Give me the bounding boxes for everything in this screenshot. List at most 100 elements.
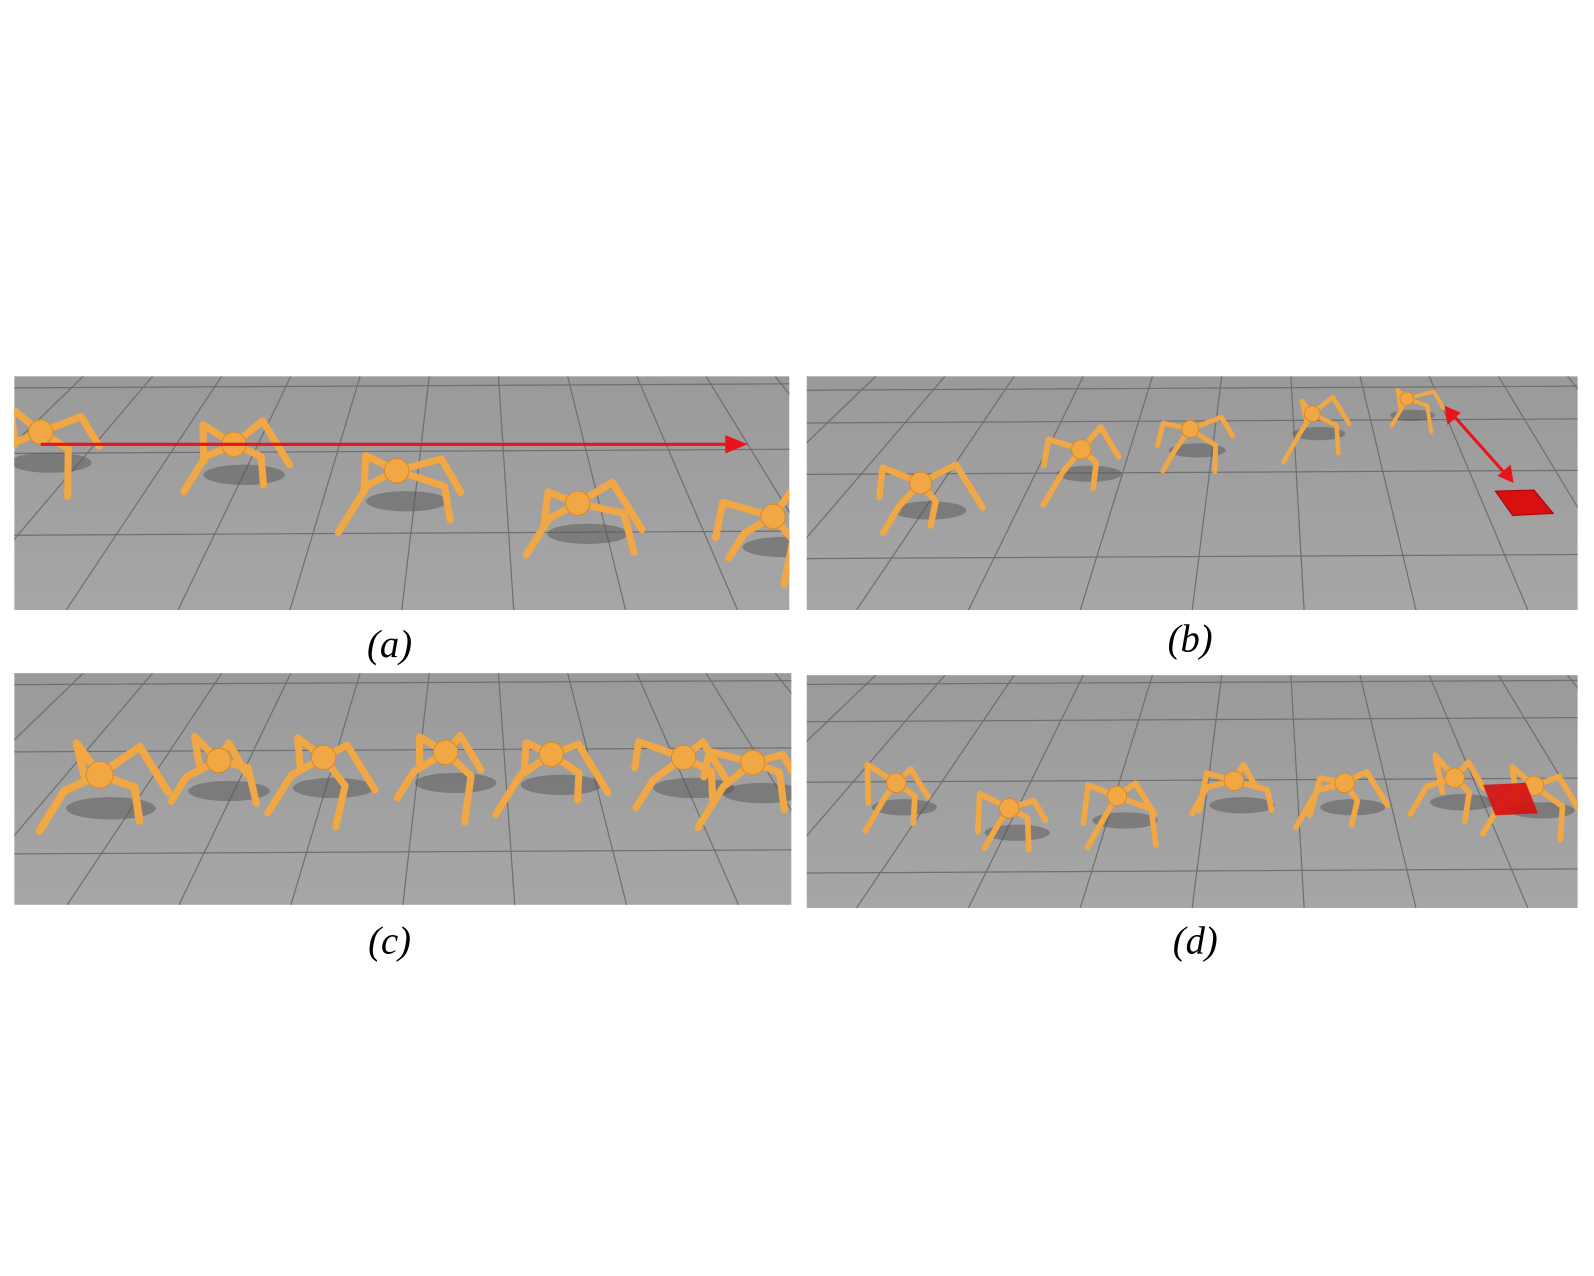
floor-grid	[806, 675, 877, 743]
shadow	[1168, 443, 1226, 458]
ant-body	[998, 798, 1020, 819]
ant-body	[432, 739, 459, 766]
ant-leg	[37, 413, 103, 450]
floor-grid	[856, 376, 1015, 611]
floor-grid	[1497, 376, 1578, 509]
ant-body	[27, 419, 54, 445]
floor-grid	[1428, 376, 1529, 611]
shadow	[366, 491, 448, 512]
panel	[806, 376, 1578, 611]
shadow	[1209, 797, 1275, 814]
shadow	[292, 777, 375, 799]
ant-body	[670, 744, 697, 771]
shadow	[547, 523, 629, 544]
panel-label: (c)	[368, 921, 411, 963]
shadow	[1056, 465, 1123, 482]
panel	[806, 675, 1578, 908]
ant-leg	[393, 455, 465, 496]
floor-grid	[14, 530, 790, 536]
ant-body	[1444, 767, 1465, 789]
ant-leg	[574, 499, 638, 556]
floor-grid	[806, 679, 1578, 686]
ant-leg	[1155, 420, 1193, 448]
floor-grid	[402, 673, 430, 905]
floor-grid	[177, 376, 292, 611]
ant-leg	[712, 498, 777, 542]
ant-body	[1071, 439, 1092, 460]
ant-body	[565, 490, 591, 516]
ant-leg	[1309, 394, 1352, 426]
floor-grid	[497, 376, 515, 611]
ant-body	[740, 749, 766, 776]
floor-grid	[806, 376, 946, 539]
arrow-head	[1444, 405, 1461, 425]
floor-grid	[806, 553, 1578, 560]
ant-leg	[1231, 778, 1275, 814]
panel	[14, 376, 790, 611]
shadow	[14, 452, 92, 473]
ant-leg	[1040, 436, 1085, 469]
floor-grid	[497, 673, 516, 905]
ant-leg	[95, 742, 172, 797]
ant-body	[384, 458, 410, 484]
floor-grid	[1359, 376, 1417, 611]
ant-body	[1181, 420, 1200, 439]
floor-grid	[289, 376, 361, 611]
ant-body	[538, 741, 565, 768]
ant-leg	[694, 758, 757, 831]
ant-leg	[700, 747, 757, 781]
shadow	[1092, 812, 1158, 829]
overlay	[40, 405, 1555, 816]
distance-arrow	[1453, 415, 1505, 473]
ant-leg	[974, 790, 1012, 835]
floor-grid	[967, 675, 1084, 908]
ant-body	[885, 772, 907, 794]
arrow-head	[725, 435, 748, 454]
floor-grid	[1290, 376, 1305, 611]
ant-body	[1399, 391, 1415, 406]
ant-leg	[1404, 389, 1446, 411]
floor-grid	[1191, 376, 1223, 611]
floor-grid	[806, 717, 1578, 723]
ant-leg	[1531, 783, 1566, 843]
floor-grid	[1359, 675, 1417, 908]
target	[1483, 782, 1539, 816]
ant-leg	[631, 737, 688, 772]
ant-body	[760, 503, 786, 530]
shadow	[722, 782, 792, 804]
floor-grid	[14, 448, 790, 454]
shadow	[415, 772, 497, 794]
floor-grid	[806, 376, 877, 444]
floor-grid	[66, 673, 223, 905]
shadow	[520, 774, 603, 796]
ant-leg	[1187, 414, 1236, 439]
floor-grid	[14, 376, 84, 445]
floor-grid	[14, 376, 154, 541]
ant-leg	[864, 761, 900, 807]
floor-grid	[14, 673, 154, 837]
shadow	[893, 501, 967, 520]
floor-grid	[1428, 675, 1529, 908]
floor-grid	[14, 673, 15, 674]
floor-grid	[806, 385, 1578, 391]
ant-body	[1106, 785, 1128, 807]
floor-grid	[636, 376, 739, 611]
floor-grid	[705, 376, 790, 514]
ant-leg	[1187, 426, 1219, 475]
panel-label: (b)	[1168, 619, 1213, 661]
ant-leg	[14, 406, 45, 449]
floor-grid	[14, 376, 15, 377]
shadow	[1292, 427, 1346, 441]
ant-leg	[574, 478, 646, 534]
ant-leg	[1309, 411, 1341, 456]
ant-body	[909, 471, 933, 495]
panel-label: (a)	[367, 624, 412, 666]
ant-body	[205, 747, 232, 774]
ant-leg	[917, 461, 986, 511]
floor-grid	[967, 376, 1084, 611]
floor-grid	[1079, 376, 1154, 611]
panel-label: (d)	[1173, 921, 1218, 963]
ant-leg	[876, 464, 924, 501]
